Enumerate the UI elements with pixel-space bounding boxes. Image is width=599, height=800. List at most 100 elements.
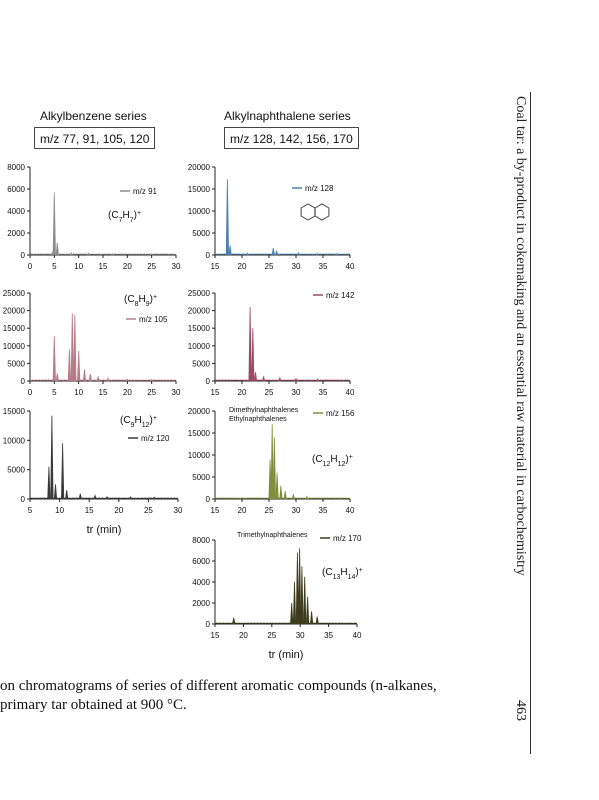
a105-formula: (C8H9)+ [124,294,157,308]
a105-x-tick-label: 20 [123,388,132,397]
n142-peak [253,372,258,382]
a105-y-tick-label: 10000 [3,342,26,351]
a120-formula: (C9H12)+ [120,415,157,429]
caption-line-2: primary tar obtained at 900 °C. [0,697,187,713]
a105-legend-label: m/z 105 [139,315,168,324]
n128-y-tick-label: 0 [206,251,211,260]
a91-formula: (C7H7)+ [108,210,141,224]
n128-peak [245,252,249,256]
caption-line-1: on chromatograms of series of different … [0,678,437,694]
n156-x-tick-label: 30 [292,506,301,515]
a91-x-tick-label: 0 [28,262,33,271]
a105-x-tick-label: 0 [28,388,33,397]
n170-peak [303,576,307,625]
a105-y-tick-label: 5000 [7,359,25,368]
n142-legend-label: m/z 142 [326,291,355,300]
n156-y-tick-label: 10000 [188,451,211,460]
n128-peak [228,245,232,256]
n156-y-tick-label: 20000 [188,407,211,416]
n170-x-tick-label: 25 [267,631,276,640]
n170-y-tick-label: 2000 [192,599,210,608]
n142-peak [262,375,266,382]
a120-x-tick-label: 5 [28,506,33,515]
a91-x-tick-label: 5 [52,262,57,271]
n170-peak [315,616,319,625]
a105-peak [125,378,129,382]
n142-y-tick-label: 10000 [188,342,211,351]
n128-peak [316,252,320,256]
a105-peak [82,369,87,382]
a91-y-tick-label: 0 [21,251,26,260]
a105-peak [55,373,59,382]
n170-legend-label: m/z 170 [333,534,362,543]
a120-peak [129,496,133,500]
n142-x-tick-label: 40 [346,388,355,397]
n142-x-tick-label: 35 [319,388,328,397]
n128-legend-label: m/z 128 [305,184,334,193]
n156-peak [283,491,287,500]
a120-x-tick-label: 25 [144,506,153,515]
a91-peak [69,252,73,256]
n170-peak [298,548,302,625]
a105-peak [96,375,100,382]
n156-peak [270,424,274,500]
margin-rule [530,92,531,754]
a120-peak [78,493,82,500]
a120-peak [93,494,97,500]
n128-x-tick-label: 25 [265,262,274,271]
n156-y-tick-label: 0 [206,495,211,504]
n170-y-tick-label: 8000 [192,536,210,545]
n156-annotation: Dimethylnaphthalenes [229,407,299,414]
a120-peak [105,495,109,500]
n142-peak [251,328,255,382]
a120-peak [50,415,54,500]
n170-x-tick-label: 40 [353,631,362,640]
a120-x-tick-label: 30 [174,506,183,515]
n170-x-tick-label: 20 [239,631,248,640]
a91-peak [55,242,59,256]
n128-x-tick-label: 35 [319,262,328,271]
n170-peak [306,596,310,625]
a91-y-tick-label: 8000 [7,163,25,172]
a105-y-tick-label: 25000 [3,289,26,298]
n128-peak [271,247,275,256]
n128-y-tick-label: 20000 [188,163,211,172]
a105-x-tick-label: 5 [52,388,57,397]
n156-baseline-trace [214,497,351,499]
n142-y-tick-label: 15000 [188,324,211,333]
a105-x-tick-label: 15 [99,388,108,397]
n156-legend-label: m/z 156 [326,409,355,418]
a120-peak [61,443,65,500]
a91-peak [150,253,154,256]
n142-y-tick-label: 5000 [192,359,210,368]
a105-peak [70,313,74,382]
n170-x-tick-label: 15 [211,631,220,640]
a120-peak [53,484,58,500]
col2-title: Alkylnaphthalene series [224,109,351,123]
n128-peak [335,253,338,256]
page-number: 463 [513,700,528,721]
a91-peak [52,192,56,256]
n170-y-tick-label: 0 [206,620,211,629]
n142-x-tick-label: 25 [265,388,274,397]
n156-x-tick-label: 25 [265,506,274,515]
n142-peak [294,377,298,382]
a105-peak [52,335,56,382]
running-title: Coal tar: a by-product in cokemaking and… [513,96,528,576]
n170-y-tick-label: 6000 [192,557,210,566]
n170-x-tick-label: 30 [296,631,305,640]
n170-y-tick-label: 4000 [192,578,210,587]
a91-x-tick-label: 20 [123,262,132,271]
n128-x-tick-label: 20 [238,262,247,271]
a105-x-tick-label: 25 [147,388,156,397]
a105-peak [88,373,92,382]
a105-y-tick-label: 15000 [3,324,26,333]
a91-legend-label: m/z 91 [133,187,158,196]
n128-y-tick-label: 5000 [192,229,210,238]
a120-x-tick-label: 20 [114,506,123,515]
a91-peak [50,251,54,256]
a91-peak [86,252,90,256]
n156-peak [272,437,276,500]
a105-x-tick-label: 10 [74,388,83,397]
